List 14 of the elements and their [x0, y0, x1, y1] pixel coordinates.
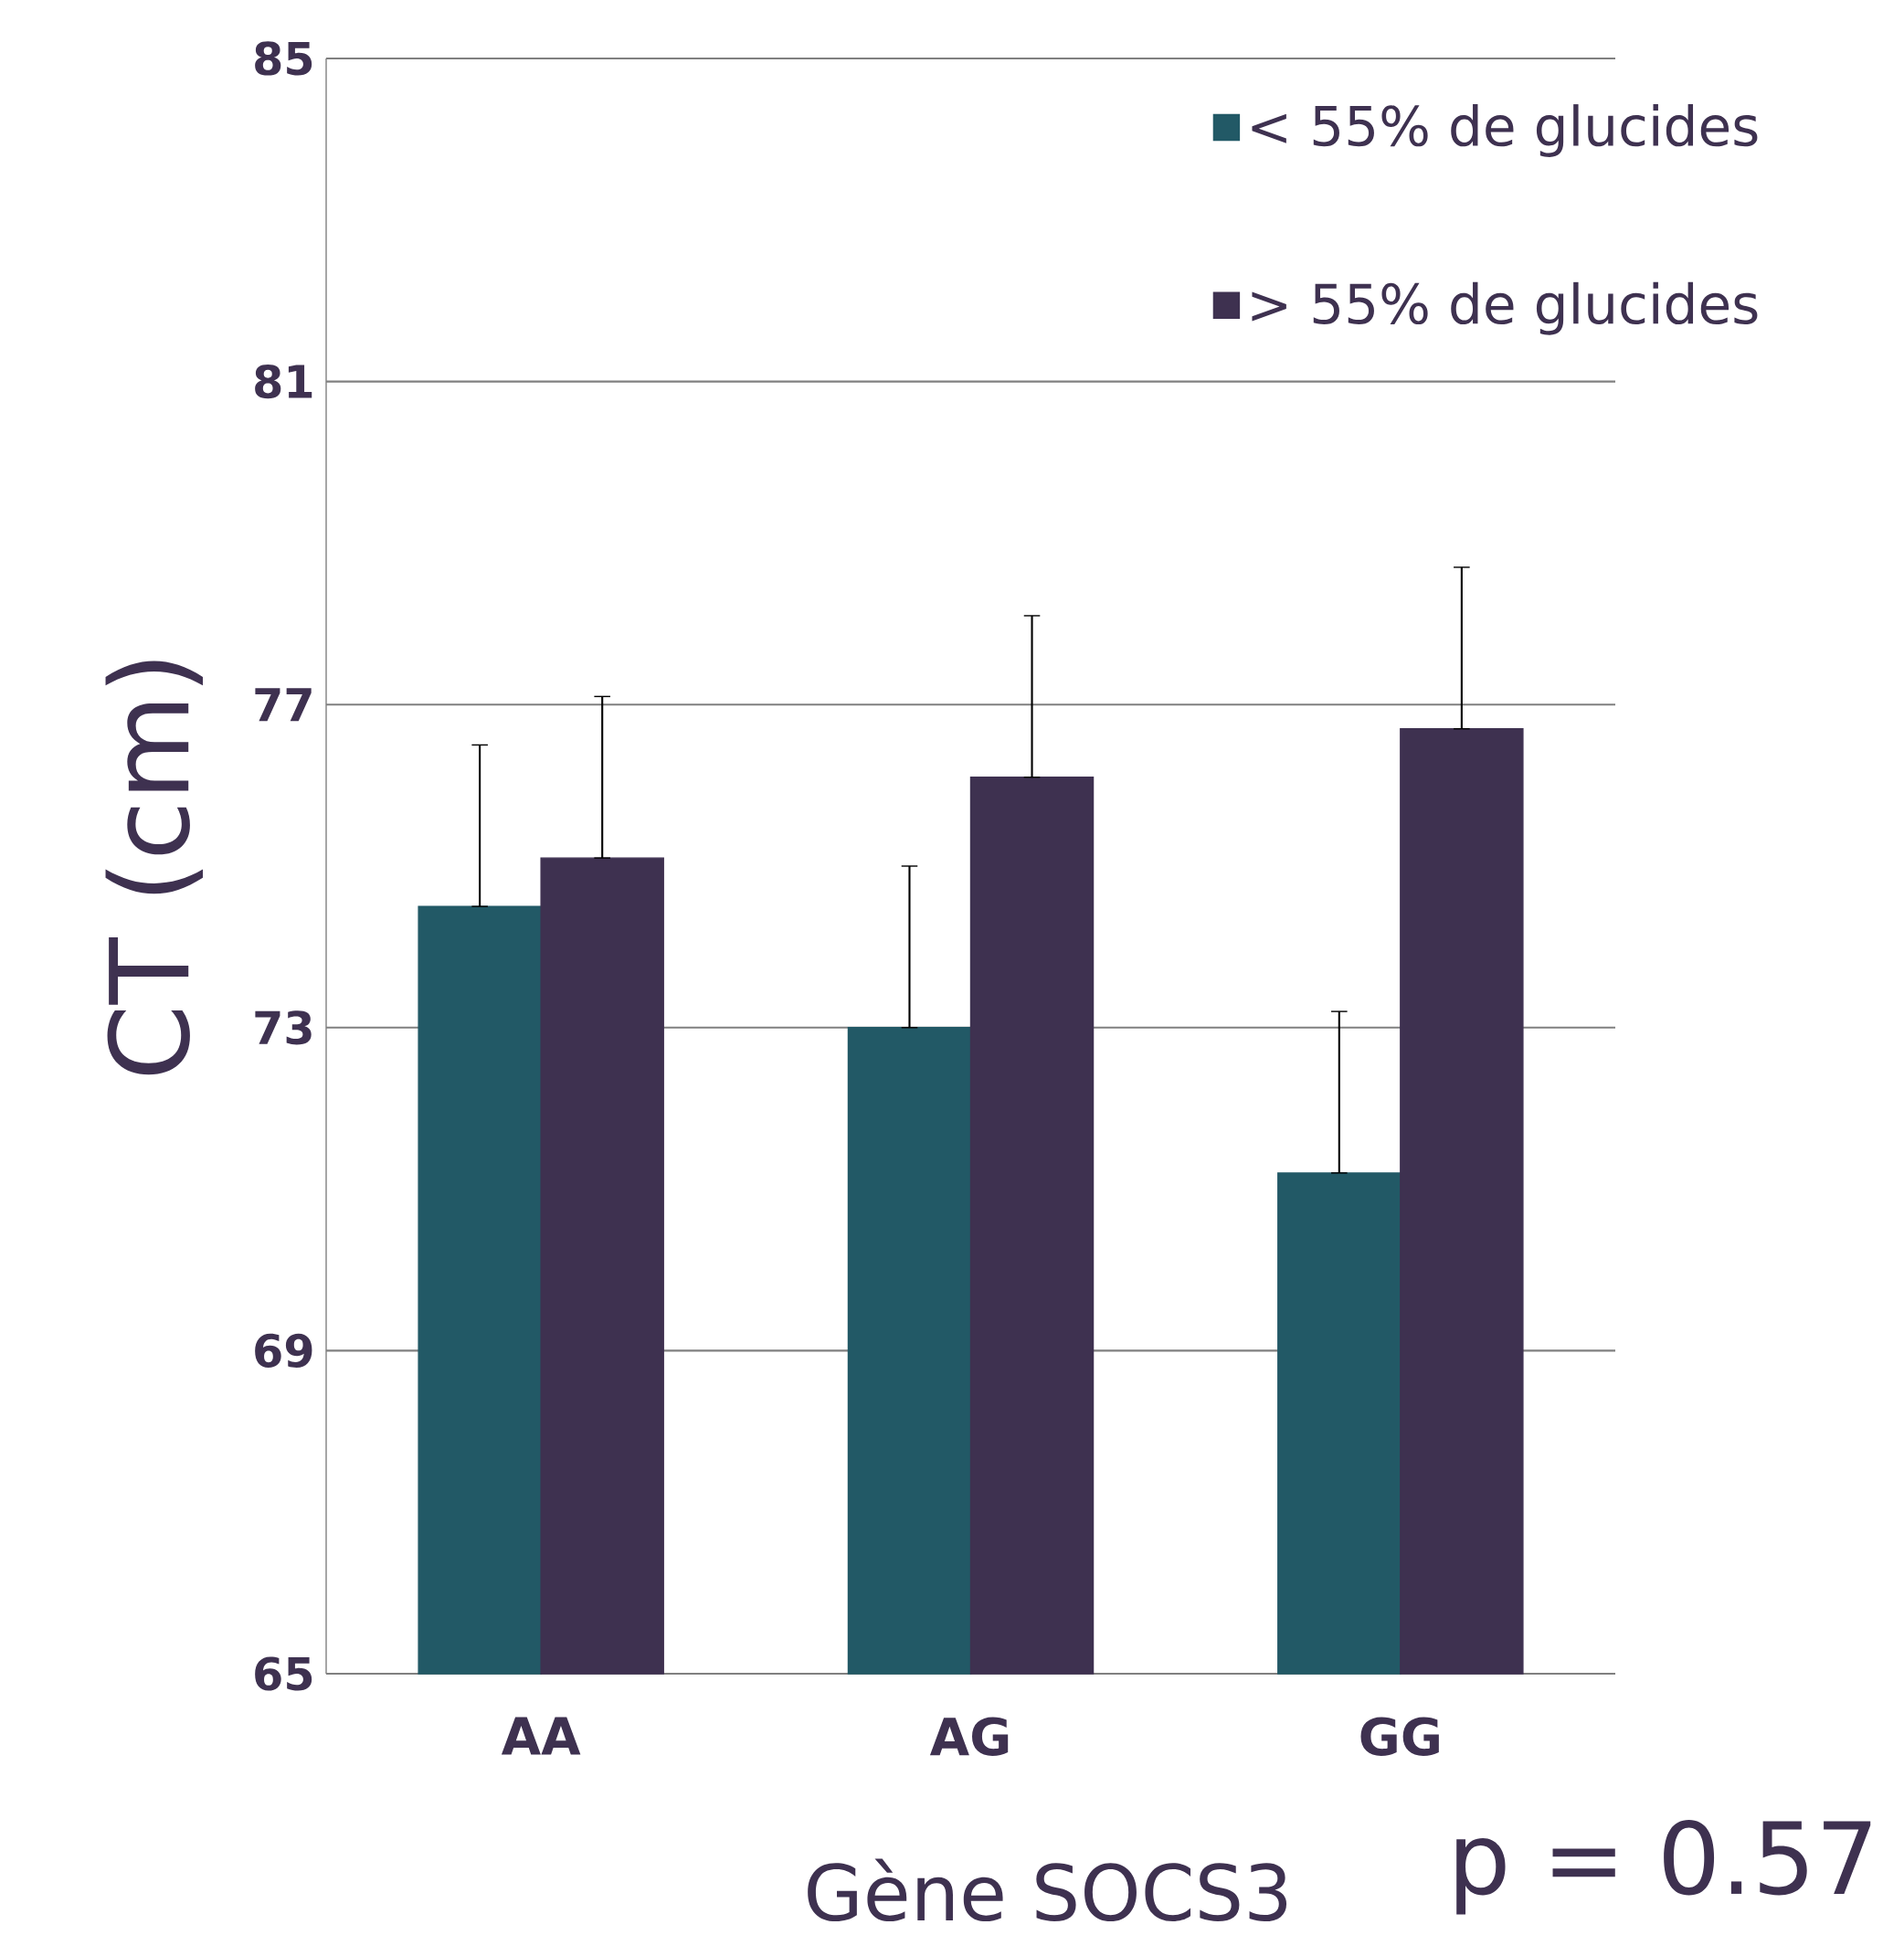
x-tick-label: GG: [1360, 1717, 1439, 1756]
x-tick-label: AG: [929, 1717, 1009, 1756]
y-tick-label: 69: [255, 1333, 312, 1368]
text: p = 0.57: [1456, 1820, 1871, 1915]
legend-label: < 55% de glucides: [1252, 104, 1758, 157]
y-tick-label: 85: [255, 41, 312, 76]
y-axis-title: CT (cm): [105, 661, 203, 1075]
y-tick-label: 65: [255, 1656, 312, 1691]
x-axis-title: Gène SOCS3: [808, 1858, 1287, 1922]
legend-label: > 55% de glucides: [1252, 281, 1758, 335]
y-tick-label: 73: [255, 1010, 312, 1045]
x-tick-label: AA: [501, 1717, 581, 1755]
y-tick-label: 81: [255, 364, 312, 399]
y-tick-label: 77: [255, 688, 312, 722]
